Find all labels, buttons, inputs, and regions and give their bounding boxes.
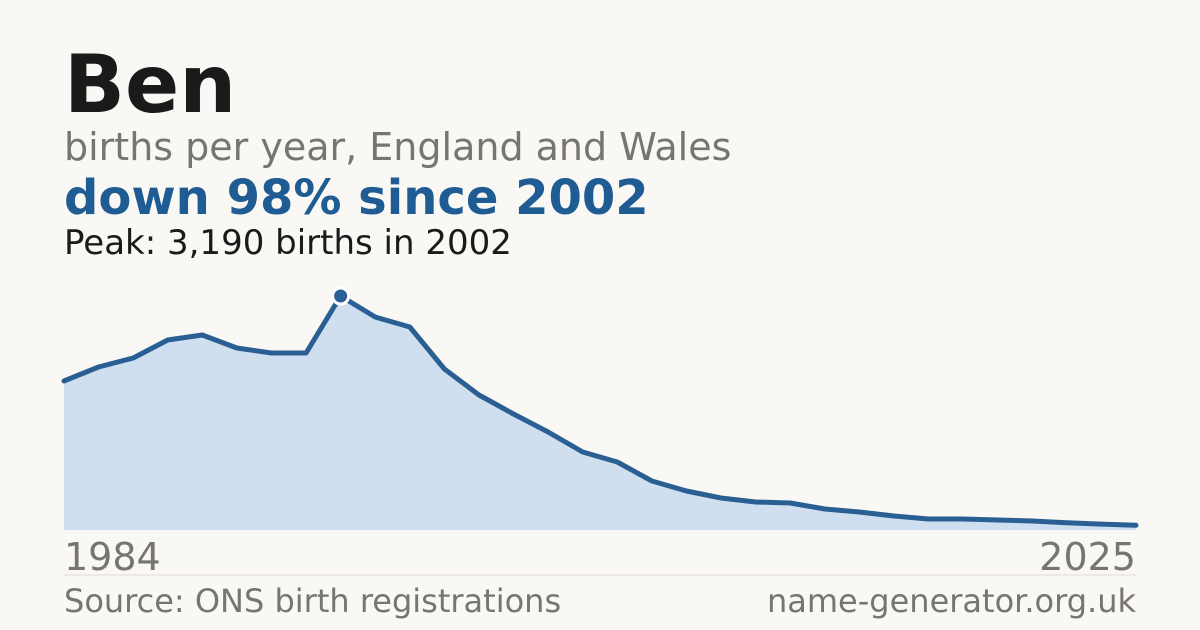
source: Source: ONS birth registrations xyxy=(64,582,561,620)
line xyxy=(61,293,1139,528)
area xyxy=(64,296,1136,530)
site: name-generator.org.uk xyxy=(767,582,1136,620)
headline: down 98% since 2002 xyxy=(64,170,649,226)
chart-subtitle: births per year, England and Wales xyxy=(64,125,731,169)
peak-marker xyxy=(331,286,351,306)
annotation: Peak: 3,190 births in 2002 xyxy=(64,223,512,263)
chart-title: Ben xyxy=(64,38,236,131)
x-tick-label: 1984 xyxy=(64,535,161,579)
x-tick-label: 2025 xyxy=(1039,535,1136,579)
plot-area: 1984 2025 xyxy=(61,286,1139,579)
